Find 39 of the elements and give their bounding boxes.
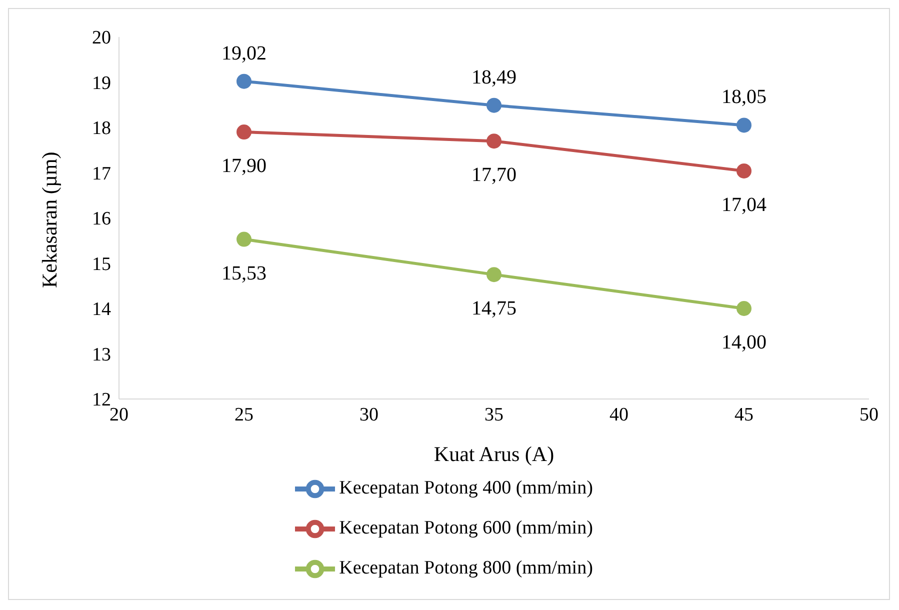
y-tick-label: 15 (92, 254, 111, 275)
point (736, 301, 752, 316)
point (486, 267, 502, 282)
point (736, 118, 752, 133)
data-label: 15,53 (222, 262, 266, 284)
y-tick-label: 18 (92, 118, 111, 140)
point (236, 232, 252, 247)
y-tick-label: 19 (92, 72, 111, 94)
y-axis-title: Kekasaran (µm) (37, 152, 62, 288)
y-tick-label: 12 (92, 390, 111, 411)
data-label: 18,49 (472, 66, 516, 88)
point (486, 98, 502, 113)
y-tick-label: 14 (92, 299, 112, 320)
x-tick-label: 20 (110, 404, 128, 426)
x-tick-label: 35 (484, 404, 504, 426)
legend-label: Kecepatan Potong 800 (mm/min) (339, 557, 593, 578)
data-label: 14,75 (472, 298, 516, 320)
x-axis-title: Kuat Arus (A) (434, 442, 554, 466)
point (236, 74, 252, 89)
y-tick-label: 16 (92, 208, 111, 230)
x-tick-label: 45 (734, 404, 754, 426)
point (736, 163, 752, 178)
point (236, 124, 252, 140)
x-tick-label: 25 (234, 404, 254, 426)
data-label: 17,04 (722, 194, 766, 216)
y-tick-label: 17 (92, 163, 111, 184)
x-tick-label: 50 (860, 404, 878, 426)
data-label: 19,02 (222, 42, 266, 64)
y-tick-label: 13 (92, 344, 111, 366)
point (486, 134, 502, 149)
legend-label: Kecepatan Potong 600 (mm/min) (339, 517, 593, 538)
y-tick-label: 20 (92, 28, 111, 49)
data-label: 14,00 (722, 332, 766, 354)
x-tick-label: 40 (610, 404, 628, 426)
legend-label: Kecepatan Potong 400 (mm/min) (339, 477, 593, 498)
data-label: 18,05 (722, 86, 766, 108)
data-label: 17,70 (472, 164, 516, 186)
x-tick-label: 30 (360, 404, 378, 426)
data-label: 17,90 (222, 155, 266, 178)
